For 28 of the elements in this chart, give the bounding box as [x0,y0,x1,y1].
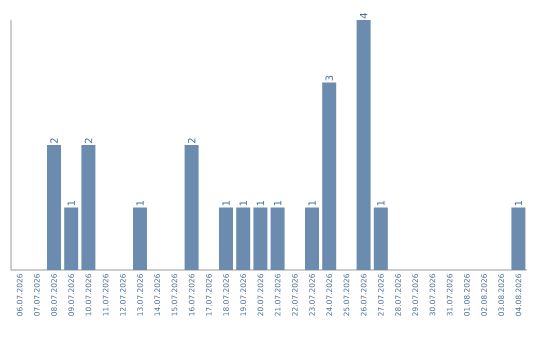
bar [133,208,147,270]
bar [322,82,336,270]
data-label: 1 [68,200,75,206]
bar [47,145,61,270]
bar [374,208,388,270]
data-label: 1 [308,200,316,206]
data-label: 2 [84,138,92,144]
data-label: 1 [240,200,247,206]
bar [356,20,371,270]
bar [219,208,233,270]
data-label: 1 [514,200,522,206]
bar [511,208,526,270]
bar [236,208,250,270]
bar [81,145,96,270]
bar [253,208,268,270]
bar [184,145,199,270]
data-label: 3 [325,76,333,81]
bar [270,208,285,270]
data-label: 2 [50,138,58,144]
data-label: 1 [136,200,144,206]
bar [64,208,78,270]
data-label: 1 [222,200,230,206]
data-label: 1 [274,200,282,206]
bar [305,208,320,270]
data-label: 4 [360,13,368,18]
data-label: 1 [377,200,384,206]
data-label: 1 [256,200,264,206]
data-label: 2 [188,138,196,144]
